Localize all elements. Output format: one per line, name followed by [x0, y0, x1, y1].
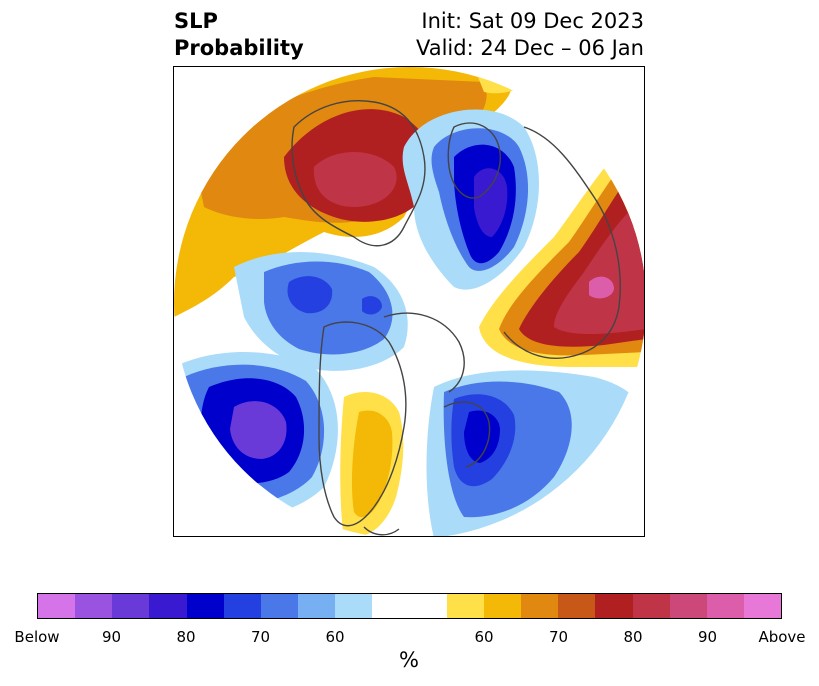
colorbar-segment [669, 594, 707, 618]
title-probability: Probability [174, 36, 304, 60]
colorbar-unit-label: % [399, 648, 419, 672]
colorbar-tick-label: 60 [474, 628, 494, 646]
probability-field [174, 67, 644, 536]
colorbar-tick-label: 80 [176, 628, 196, 646]
valid-range: Valid: 24 Dec – 06 Jan [415, 36, 644, 60]
colorbar-tick-label: Above [758, 628, 806, 646]
colorbar-tick-label: 70 [548, 628, 569, 646]
colorbar-segment [298, 594, 336, 618]
colorbar-segment [149, 594, 187, 618]
colorbar-segment [409, 594, 447, 618]
coastline-greenland [443, 401, 491, 468]
coastlines [291, 100, 621, 536]
colorbar-tick-label: 90 [101, 628, 122, 646]
colorbar-segment [223, 594, 261, 618]
colorbar-tick-label: 70 [250, 628, 271, 646]
coastline-canada-arctic [383, 312, 465, 393]
above-60-region-north [474, 67, 554, 94]
above-90-region-east [554, 197, 644, 334]
above-100-spot-east [589, 276, 614, 299]
colorbar-segment [595, 594, 633, 618]
coastline-arctic-islands [447, 122, 501, 199]
colorbar-segment [558, 594, 596, 618]
coastline-eurasia [291, 100, 426, 247]
polar-map [173, 66, 645, 537]
colorbar-segment [372, 594, 410, 618]
colorbar-segment [521, 594, 559, 618]
map-title-left: SLP Probability [174, 8, 304, 62]
colorbar-tick-label: 90 [697, 628, 718, 646]
title-slp: SLP [174, 9, 218, 33]
below-90-region-greenland [464, 410, 500, 463]
colorbar [37, 593, 782, 619]
below-80-region-atlantic-b [362, 296, 382, 315]
map-title-right: Init: Sat 09 Dec 2023 Valid: 24 Dec – 06… [416, 8, 644, 62]
colorbar-segment [483, 594, 522, 618]
colorbar-tick-label: Below [14, 628, 60, 646]
below-90-region-arctic [474, 168, 508, 237]
probability-map-svg [174, 67, 644, 536]
colorbar-tick-label: 60 [325, 628, 345, 646]
below-90-region-pacific [230, 401, 287, 459]
colorbar-segment [632, 594, 670, 618]
coastline-north-america [318, 321, 407, 527]
above-90-region-west [313, 152, 397, 207]
colorbar-segment [38, 594, 76, 618]
colorbar-segment [706, 594, 744, 618]
colorbar-segment [75, 594, 113, 618]
colorbar-segment [186, 594, 224, 618]
above-70-region-namerica [351, 410, 393, 518]
coastline-mexico [363, 526, 400, 536]
colorbar-segment [335, 594, 373, 618]
colorbar-segment [112, 594, 150, 618]
init-date: Init: Sat 09 Dec 2023 [421, 9, 644, 33]
coastline-east-asia [503, 126, 621, 359]
below-80-region-atlantic-a [287, 276, 333, 314]
colorbar-segment [446, 594, 484, 618]
colorbar-segment [260, 594, 299, 618]
colorbar-segment [743, 594, 782, 618]
colorbar-tick-label: 80 [623, 628, 643, 646]
